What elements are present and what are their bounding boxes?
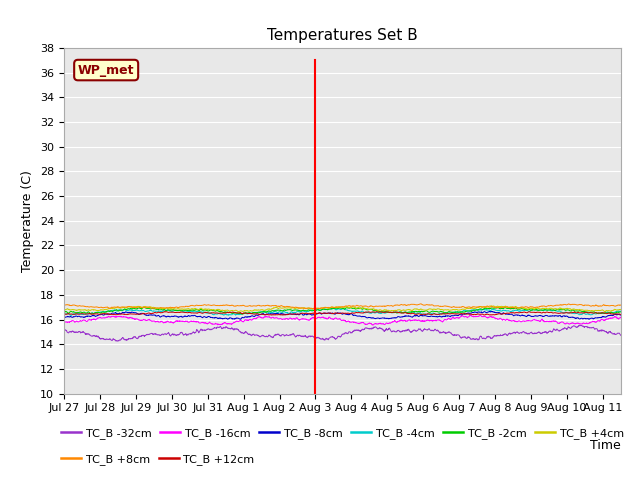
TC_B -32cm xyxy=(577,323,584,328)
TC_B +4cm xyxy=(60,307,68,312)
TC_B -2cm xyxy=(317,307,324,313)
TC_B -8cm xyxy=(488,309,495,314)
TC_B -2cm xyxy=(88,310,96,316)
TC_B -8cm xyxy=(316,311,324,316)
TC_B +8cm xyxy=(499,304,507,310)
TC_B +12cm xyxy=(617,312,625,317)
TC_B +4cm xyxy=(601,309,609,314)
Line: TC_B +12cm: TC_B +12cm xyxy=(64,312,621,315)
TC_B +4cm xyxy=(601,309,609,314)
TC_B +12cm xyxy=(88,311,96,317)
TC_B +4cm xyxy=(88,307,96,312)
TC_B +4cm xyxy=(602,309,609,314)
TC_B -8cm xyxy=(617,312,625,318)
TC_B +12cm xyxy=(60,311,68,317)
TC_B -32cm xyxy=(331,336,339,342)
TC_B +8cm xyxy=(316,306,324,312)
TC_B -2cm xyxy=(601,311,609,316)
Line: TC_B +4cm: TC_B +4cm xyxy=(64,306,621,312)
Line: TC_B +8cm: TC_B +8cm xyxy=(64,304,621,309)
Text: WP_met: WP_met xyxy=(78,63,134,76)
TC_B -8cm xyxy=(601,314,609,320)
TC_B -32cm xyxy=(60,327,68,333)
TC_B +12cm xyxy=(373,309,381,314)
TC_B -4cm xyxy=(602,310,609,316)
TC_B +12cm xyxy=(331,310,339,316)
TC_B -32cm xyxy=(602,329,609,335)
Legend: TC_B +8cm, TC_B +12cm: TC_B +8cm, TC_B +12cm xyxy=(57,450,259,469)
TC_B -32cm xyxy=(499,333,506,338)
Line: TC_B -32cm: TC_B -32cm xyxy=(64,325,621,341)
TC_B -4cm xyxy=(67,312,75,318)
TC_B -2cm xyxy=(60,309,68,314)
TC_B -16cm xyxy=(499,317,507,323)
TC_B +8cm xyxy=(313,306,321,312)
TC_B +8cm xyxy=(417,301,425,307)
TC_B -4cm xyxy=(330,305,338,311)
TC_B -2cm xyxy=(602,310,609,316)
TC_B +4cm xyxy=(486,303,493,309)
TC_B -16cm xyxy=(466,312,474,318)
TC_B +8cm xyxy=(331,305,339,311)
TC_B +8cm xyxy=(88,304,96,310)
Line: TC_B -16cm: TC_B -16cm xyxy=(64,315,621,325)
TC_B -32cm xyxy=(316,336,324,342)
TC_B +12cm xyxy=(602,310,609,316)
TC_B +12cm xyxy=(601,310,609,316)
TC_B +8cm xyxy=(601,302,609,308)
TC_B -4cm xyxy=(332,306,339,312)
TC_B -4cm xyxy=(60,312,68,317)
TC_B -16cm xyxy=(602,317,609,323)
Line: TC_B -2cm: TC_B -2cm xyxy=(64,307,621,314)
Line: TC_B -4cm: TC_B -4cm xyxy=(64,308,621,315)
TC_B -4cm xyxy=(601,310,609,316)
TC_B -32cm xyxy=(88,334,96,339)
TC_B +8cm xyxy=(602,302,609,308)
TC_B -16cm xyxy=(617,314,625,320)
TC_B -32cm xyxy=(617,333,625,338)
TC_B -16cm xyxy=(369,322,376,328)
TC_B +4cm xyxy=(617,307,625,312)
TC_B -16cm xyxy=(331,316,339,322)
TC_B -2cm xyxy=(499,305,507,311)
Legend: TC_B -32cm, TC_B -16cm, TC_B -8cm, TC_B -4cm, TC_B -2cm, TC_B +4cm: TC_B -32cm, TC_B -16cm, TC_B -8cm, TC_B … xyxy=(57,423,628,443)
TC_B +12cm xyxy=(499,311,507,317)
TC_B -16cm xyxy=(88,317,96,323)
TC_B -32cm xyxy=(601,328,609,334)
TC_B -4cm xyxy=(617,308,625,314)
Y-axis label: Temperature (C): Temperature (C) xyxy=(22,170,35,272)
TC_B -8cm xyxy=(331,312,339,317)
TC_B -2cm xyxy=(617,309,625,315)
TC_B -2cm xyxy=(140,304,147,310)
TC_B -4cm xyxy=(316,308,324,313)
TC_B +4cm xyxy=(316,306,324,312)
TC_B -8cm xyxy=(60,315,68,321)
TC_B -32cm xyxy=(113,338,121,344)
TC_B -4cm xyxy=(499,308,507,313)
TC_B -2cm xyxy=(332,305,339,311)
TC_B +12cm xyxy=(268,312,276,318)
TC_B -16cm xyxy=(601,317,609,323)
TC_B +4cm xyxy=(331,304,339,310)
TC_B +12cm xyxy=(316,310,324,316)
TC_B -4cm xyxy=(89,310,97,316)
TC_B +4cm xyxy=(499,304,506,310)
TC_B -8cm xyxy=(499,310,507,316)
TC_B -8cm xyxy=(88,312,96,318)
TC_B -8cm xyxy=(236,316,244,322)
Line: TC_B -8cm: TC_B -8cm xyxy=(64,312,621,319)
TC_B +8cm xyxy=(617,302,625,308)
Text: Time: Time xyxy=(590,439,621,452)
TC_B -8cm xyxy=(602,314,609,320)
Title: Temperatures Set B: Temperatures Set B xyxy=(267,28,418,43)
TC_B +8cm xyxy=(60,302,68,308)
TC_B -16cm xyxy=(316,315,324,321)
TC_B -2cm xyxy=(238,312,246,317)
TC_B -16cm xyxy=(60,320,68,325)
